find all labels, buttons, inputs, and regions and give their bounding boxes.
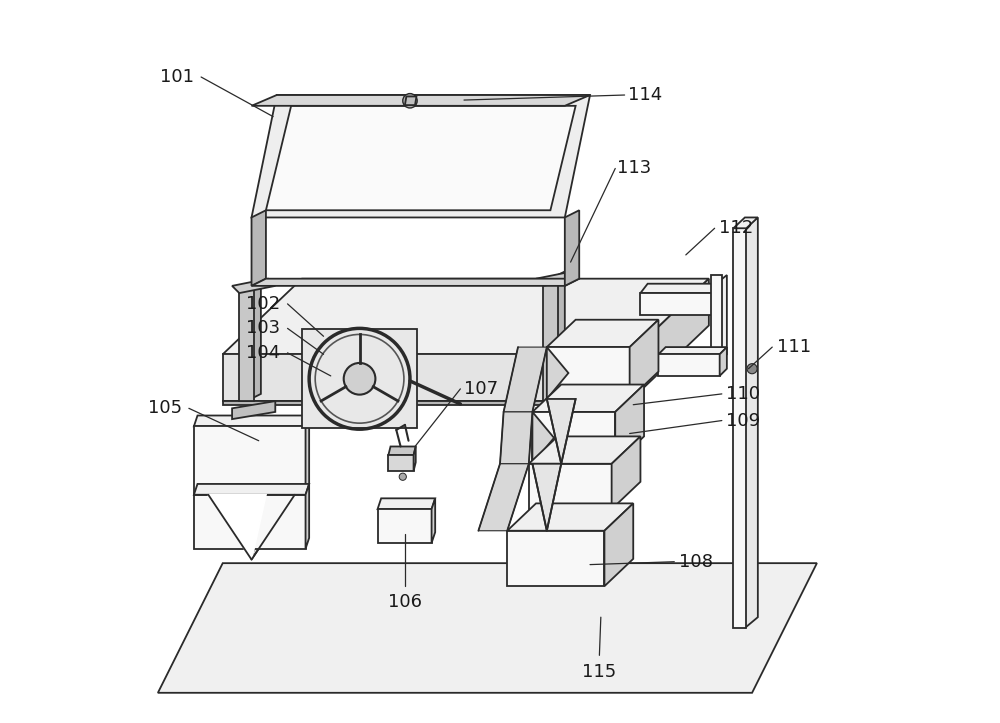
Polygon shape — [158, 563, 817, 693]
Polygon shape — [658, 347, 727, 354]
Polygon shape — [500, 412, 532, 463]
Polygon shape — [547, 399, 576, 463]
Polygon shape — [532, 463, 561, 531]
Text: 108: 108 — [679, 552, 713, 570]
Polygon shape — [306, 416, 309, 495]
Polygon shape — [630, 278, 709, 401]
Polygon shape — [532, 385, 644, 412]
Polygon shape — [507, 503, 633, 531]
Circle shape — [747, 364, 757, 374]
Polygon shape — [745, 218, 758, 628]
Polygon shape — [565, 210, 579, 286]
Polygon shape — [720, 347, 727, 376]
Text: 107: 107 — [464, 380, 498, 398]
Polygon shape — [306, 484, 309, 549]
Polygon shape — [507, 531, 604, 586]
Polygon shape — [223, 278, 709, 354]
Polygon shape — [232, 401, 275, 419]
Polygon shape — [378, 498, 435, 509]
Polygon shape — [733, 218, 758, 228]
Polygon shape — [733, 228, 746, 628]
Polygon shape — [529, 437, 640, 463]
Text: 102: 102 — [246, 295, 280, 313]
Polygon shape — [612, 437, 640, 509]
Text: 110: 110 — [726, 385, 760, 403]
Circle shape — [399, 473, 406, 480]
Polygon shape — [405, 96, 416, 105]
Polygon shape — [532, 412, 554, 463]
Polygon shape — [716, 275, 727, 363]
Polygon shape — [194, 495, 306, 549]
Polygon shape — [388, 455, 414, 471]
Polygon shape — [388, 447, 416, 455]
Text: 109: 109 — [726, 411, 760, 429]
Text: 101: 101 — [160, 68, 194, 86]
Polygon shape — [208, 495, 266, 560]
Text: 114: 114 — [628, 86, 662, 104]
Text: 112: 112 — [719, 219, 753, 237]
Polygon shape — [252, 210, 266, 286]
Polygon shape — [223, 401, 630, 405]
Polygon shape — [378, 509, 432, 543]
Text: 106: 106 — [388, 594, 422, 612]
Polygon shape — [239, 286, 254, 401]
Polygon shape — [504, 347, 547, 412]
Text: 113: 113 — [617, 160, 652, 177]
Polygon shape — [246, 278, 261, 401]
Polygon shape — [615, 385, 644, 463]
Text: 105: 105 — [148, 399, 182, 417]
Text: 103: 103 — [246, 320, 280, 338]
Text: 111: 111 — [777, 338, 811, 356]
Polygon shape — [252, 95, 590, 106]
Polygon shape — [266, 106, 576, 210]
Polygon shape — [711, 275, 722, 363]
Polygon shape — [252, 278, 579, 286]
Polygon shape — [658, 354, 720, 376]
Polygon shape — [640, 283, 723, 293]
Text: 104: 104 — [246, 344, 280, 362]
Polygon shape — [232, 278, 275, 293]
Polygon shape — [252, 95, 590, 218]
Polygon shape — [414, 447, 416, 471]
Polygon shape — [604, 503, 633, 586]
Polygon shape — [478, 463, 529, 531]
Text: 115: 115 — [582, 662, 617, 680]
Polygon shape — [194, 484, 309, 495]
Polygon shape — [252, 495, 295, 560]
Polygon shape — [529, 463, 612, 509]
Polygon shape — [630, 320, 658, 399]
Polygon shape — [547, 320, 658, 347]
Polygon shape — [536, 401, 579, 419]
Circle shape — [403, 93, 417, 108]
Polygon shape — [194, 427, 306, 495]
Polygon shape — [532, 412, 615, 463]
Polygon shape — [550, 271, 565, 401]
Polygon shape — [194, 416, 309, 427]
Polygon shape — [536, 271, 579, 286]
Polygon shape — [223, 354, 630, 401]
Circle shape — [344, 363, 375, 395]
Polygon shape — [716, 283, 723, 315]
Polygon shape — [543, 278, 558, 401]
Polygon shape — [302, 329, 417, 428]
Polygon shape — [432, 498, 435, 543]
Polygon shape — [547, 347, 568, 399]
Polygon shape — [547, 347, 630, 399]
Polygon shape — [640, 293, 716, 315]
